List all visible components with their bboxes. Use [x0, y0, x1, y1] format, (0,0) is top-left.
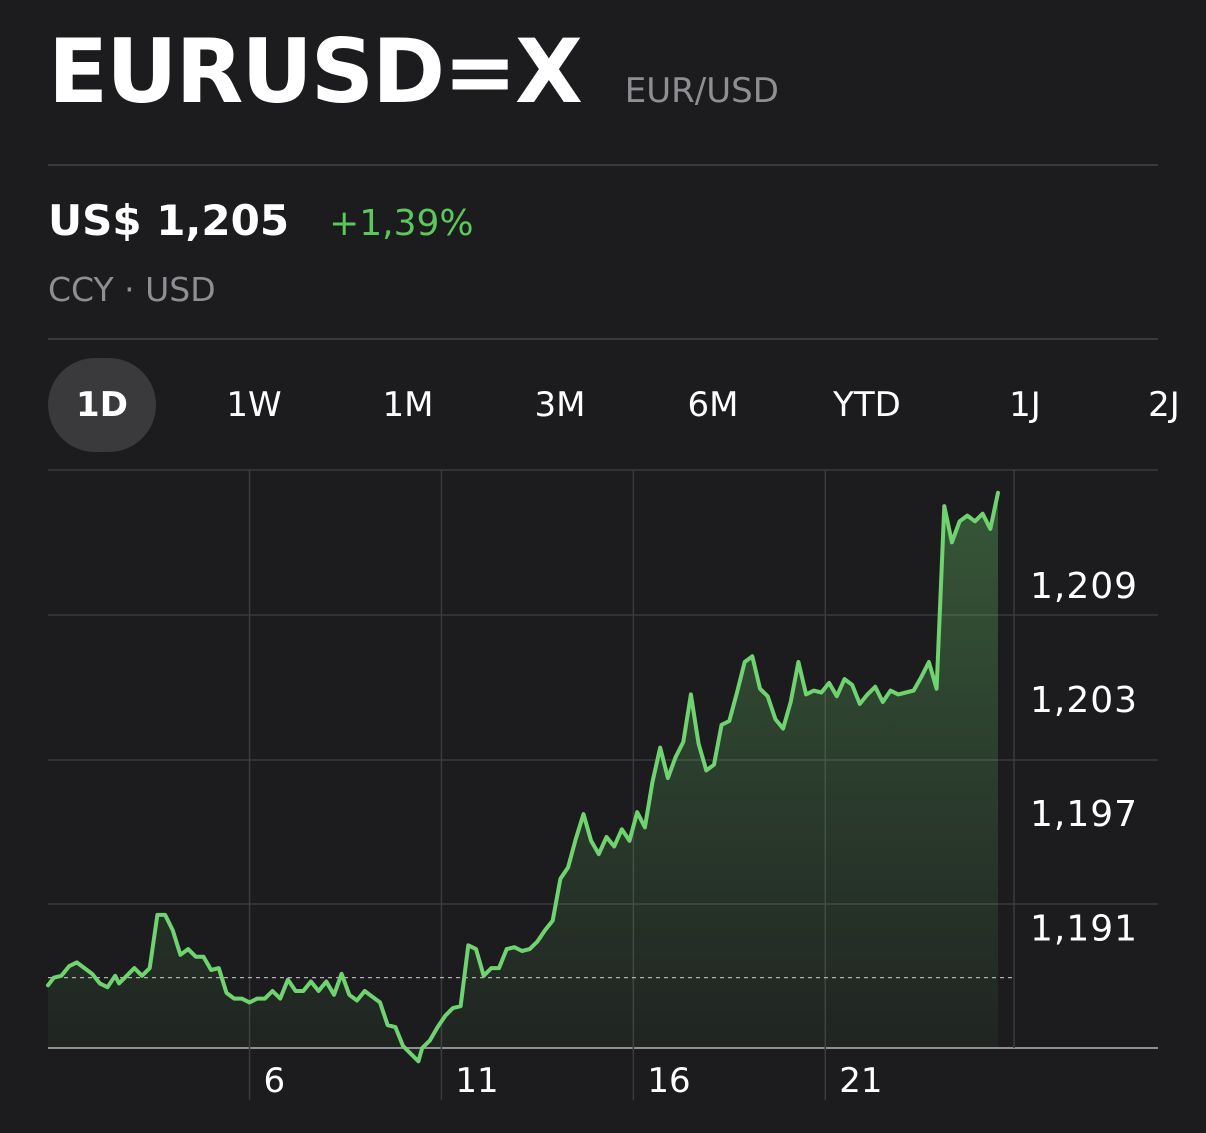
y-tick-label: 1,197 — [1030, 794, 1138, 835]
header: EURUSD=X EUR/USD — [48, 28, 779, 116]
price-chart[interactable]: 6 11 16 21 1,209 1,203 1,197 1,191 — [0, 460, 1206, 1120]
x-tick-label: 21 — [839, 1061, 882, 1101]
divider — [48, 164, 1158, 166]
price-row: US$ 1,205 +1,39% — [48, 196, 474, 245]
divider — [48, 338, 1158, 340]
ticker-subtitle: EUR/USD — [624, 71, 779, 111]
time-range-tabs: 1D 1W 1M 3M 6M YTD 1J 2J — [48, 358, 1206, 452]
x-tick-label: 16 — [647, 1061, 690, 1101]
ticker-symbol: EURUSD=X — [48, 20, 583, 123]
x-tick-label: 6 — [264, 1061, 286, 1101]
current-price: US$ 1,205 — [48, 196, 290, 245]
tab-3m[interactable]: 3M — [534, 385, 586, 425]
y-tick-label: 1,209 — [1030, 566, 1138, 607]
price-area-fill — [48, 492, 998, 1062]
tab-6m[interactable]: 6M — [687, 385, 739, 425]
tab-1d[interactable]: 1D — [48, 358, 156, 452]
y-tick-label: 1,191 — [1030, 908, 1138, 949]
tab-1j[interactable]: 1J — [1009, 385, 1041, 425]
x-tick-label: 11 — [455, 1061, 498, 1101]
asset-meta: CCY · USD — [48, 270, 216, 309]
price-line — [46, 490, 1000, 1064]
y-tick-label: 1,203 — [1030, 680, 1138, 721]
tab-1m[interactable]: 1M — [382, 385, 434, 425]
tab-ytd[interactable]: YTD — [833, 385, 901, 425]
price-change: +1,39% — [329, 203, 474, 244]
tab-1w[interactable]: 1W — [226, 385, 282, 425]
tab-2j[interactable]: 2J — [1148, 385, 1180, 425]
